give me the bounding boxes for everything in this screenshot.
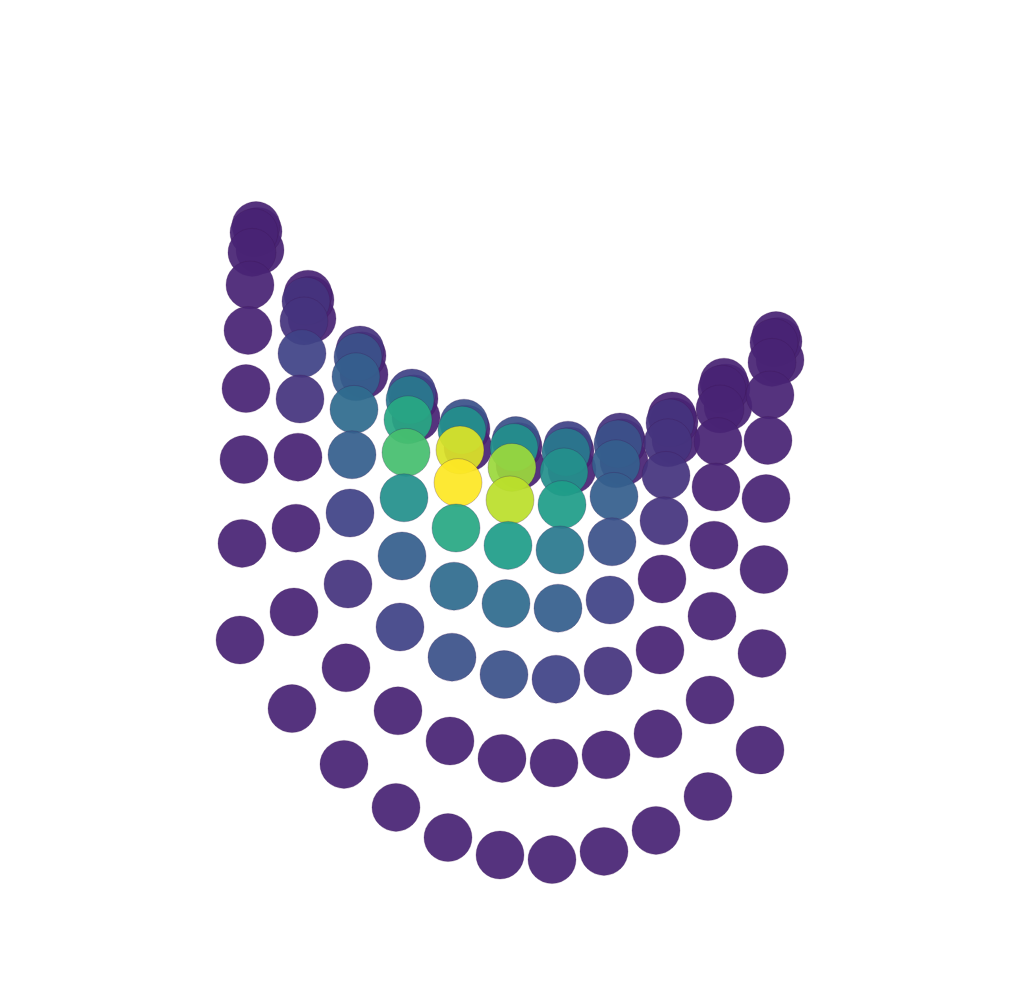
point xyxy=(372,783,420,831)
point xyxy=(638,555,686,603)
point xyxy=(536,526,584,574)
point xyxy=(582,731,630,779)
point xyxy=(744,416,792,464)
point xyxy=(424,814,472,862)
points xyxy=(216,202,804,884)
point xyxy=(684,773,732,821)
point xyxy=(694,418,742,466)
point xyxy=(324,560,372,608)
point xyxy=(380,474,428,522)
point xyxy=(692,463,740,511)
point xyxy=(320,740,368,788)
point xyxy=(382,428,430,476)
point xyxy=(278,330,326,378)
point xyxy=(218,519,266,567)
point xyxy=(432,504,480,552)
point xyxy=(376,603,424,651)
point xyxy=(428,633,476,681)
point xyxy=(430,562,478,610)
point xyxy=(584,647,632,695)
point xyxy=(688,592,736,640)
point xyxy=(588,518,636,566)
point xyxy=(736,726,784,774)
point xyxy=(642,451,690,499)
point xyxy=(374,687,422,735)
point xyxy=(640,497,688,545)
point xyxy=(328,431,376,479)
point xyxy=(330,385,378,433)
point xyxy=(530,739,578,787)
point xyxy=(742,475,790,523)
point xyxy=(534,584,582,632)
point xyxy=(636,626,684,674)
point xyxy=(538,481,586,529)
point xyxy=(590,472,638,520)
point xyxy=(528,836,576,884)
point xyxy=(738,629,786,677)
point xyxy=(482,580,530,628)
point xyxy=(532,655,580,703)
point xyxy=(272,504,320,552)
point xyxy=(478,734,526,782)
point xyxy=(476,831,524,879)
point xyxy=(270,588,318,636)
point xyxy=(580,827,628,875)
point xyxy=(426,717,474,765)
point xyxy=(322,644,370,692)
point xyxy=(268,685,316,733)
point xyxy=(434,459,482,507)
point xyxy=(746,371,794,419)
point xyxy=(740,546,788,594)
point xyxy=(378,532,426,580)
point xyxy=(486,476,534,524)
point xyxy=(224,306,272,354)
point xyxy=(484,521,532,569)
point xyxy=(274,433,322,481)
point xyxy=(226,261,274,309)
point xyxy=(216,616,264,664)
point xyxy=(222,365,270,413)
point xyxy=(326,489,374,537)
point xyxy=(634,710,682,758)
point xyxy=(586,576,634,624)
point xyxy=(632,806,680,854)
point xyxy=(220,436,268,484)
point xyxy=(686,676,734,724)
point xyxy=(690,521,738,569)
chart xyxy=(0,0,1023,1008)
point xyxy=(276,375,324,423)
point xyxy=(480,651,528,699)
